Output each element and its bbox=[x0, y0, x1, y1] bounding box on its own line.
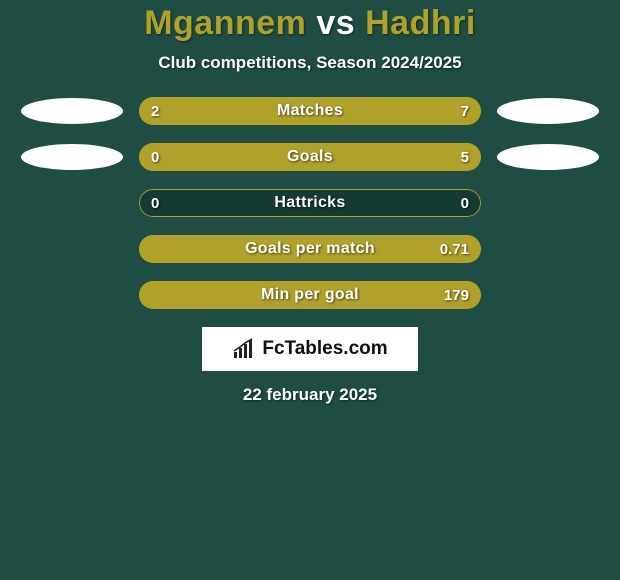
chart-icon bbox=[232, 338, 256, 360]
stat-bar: 05Goals bbox=[139, 143, 481, 171]
player2-oval bbox=[497, 98, 599, 124]
brand-badge[interactable]: FcTables.com bbox=[202, 327, 418, 371]
stat-bar: 179Min per goal bbox=[139, 281, 481, 309]
stat-rows: 27Matches 05Goals 00Hattricks 0.71Goals per… bbox=[0, 97, 620, 309]
player1-name: Mgannem bbox=[144, 4, 306, 42]
stat-label: Goals bbox=[139, 143, 481, 171]
stat-bar: 0.71Goals per match bbox=[139, 235, 481, 263]
stat-row: 05Goals bbox=[0, 143, 620, 171]
stat-label: Min per goal bbox=[139, 281, 481, 309]
stat-row: 00Hattricks bbox=[0, 189, 620, 217]
brand-text: FcTables.com bbox=[262, 338, 387, 360]
page-title: Mgannem vs Hadhri bbox=[0, 4, 620, 43]
oval-spacer bbox=[497, 236, 599, 262]
stat-bar: 00Hattricks bbox=[139, 189, 481, 217]
oval-spacer bbox=[21, 190, 123, 216]
stat-bar: 27Matches bbox=[139, 97, 481, 125]
comparison-card: Mgannem vs Hadhri Club competitions, Sea… bbox=[0, 0, 620, 580]
stat-row: 0.71Goals per match bbox=[0, 235, 620, 263]
subtitle: Club competitions, Season 2024/2025 bbox=[0, 53, 620, 73]
stat-label: Goals per match bbox=[139, 235, 481, 263]
stat-label: Hattricks bbox=[139, 189, 481, 217]
stat-row: 27Matches bbox=[0, 97, 620, 125]
date-label: 22 february 2025 bbox=[0, 385, 620, 405]
oval-spacer bbox=[21, 282, 123, 308]
stat-label: Matches bbox=[139, 97, 481, 125]
oval-spacer bbox=[497, 190, 599, 216]
stat-row: 179Min per goal bbox=[0, 281, 620, 309]
oval-spacer bbox=[21, 236, 123, 262]
player1-oval bbox=[21, 144, 123, 170]
player2-oval bbox=[497, 144, 599, 170]
oval-spacer bbox=[497, 282, 599, 308]
player1-oval bbox=[21, 98, 123, 124]
player2-name: Hadhri bbox=[365, 4, 476, 42]
vs-text: vs bbox=[316, 4, 355, 42]
